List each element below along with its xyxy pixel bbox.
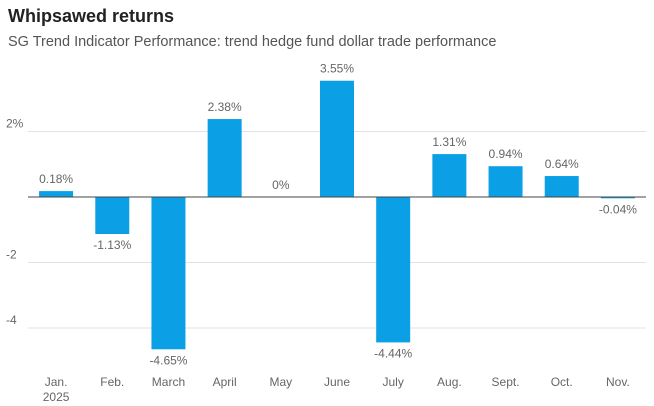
y-tick-label: -4 [6,313,17,327]
x-tick-year-label: 2025 [43,390,70,404]
x-tick-label: July [383,375,404,389]
bar [39,191,74,197]
data-label: -4.65% [149,353,187,367]
bar [488,166,523,197]
x-tick-label: Jan. [45,375,68,389]
chart-subtitle: SG Trend Indicator Performance: trend he… [8,34,497,50]
bar [151,197,186,350]
x-tick-label: Aug. [437,375,462,389]
bar [600,197,635,199]
bar [432,154,467,197]
x-tick-label: May [269,375,292,389]
data-label: -1.13% [93,238,131,252]
data-label: 0.18% [39,172,73,186]
chart-title: Whipsawed returns [8,6,175,26]
data-label: -0.04% [599,202,637,216]
x-tick-label: March [152,375,185,389]
data-label: 0.94% [489,147,523,161]
y-tick-label: -2 [6,248,17,262]
data-label: 3.55% [320,62,354,76]
data-label: 0.64% [545,157,579,171]
x-tick-label: Feb. [100,375,124,389]
bar [207,119,242,197]
x-tick-label: Sept. [492,375,520,389]
y-tick-label: 2% [6,117,24,131]
data-label: 1.31% [432,135,466,149]
data-label: -4.44% [374,346,412,360]
x-tick-label: June [324,375,350,389]
data-label: 0% [272,178,290,192]
bar [544,176,579,197]
bar [95,197,130,235]
x-tick-label: Oct. [551,375,573,389]
x-tick-label: April [213,375,237,389]
data-label: 2.38% [208,100,242,114]
bar [376,197,411,343]
x-tick-label: Nov. [606,375,630,389]
bar [320,80,354,197]
